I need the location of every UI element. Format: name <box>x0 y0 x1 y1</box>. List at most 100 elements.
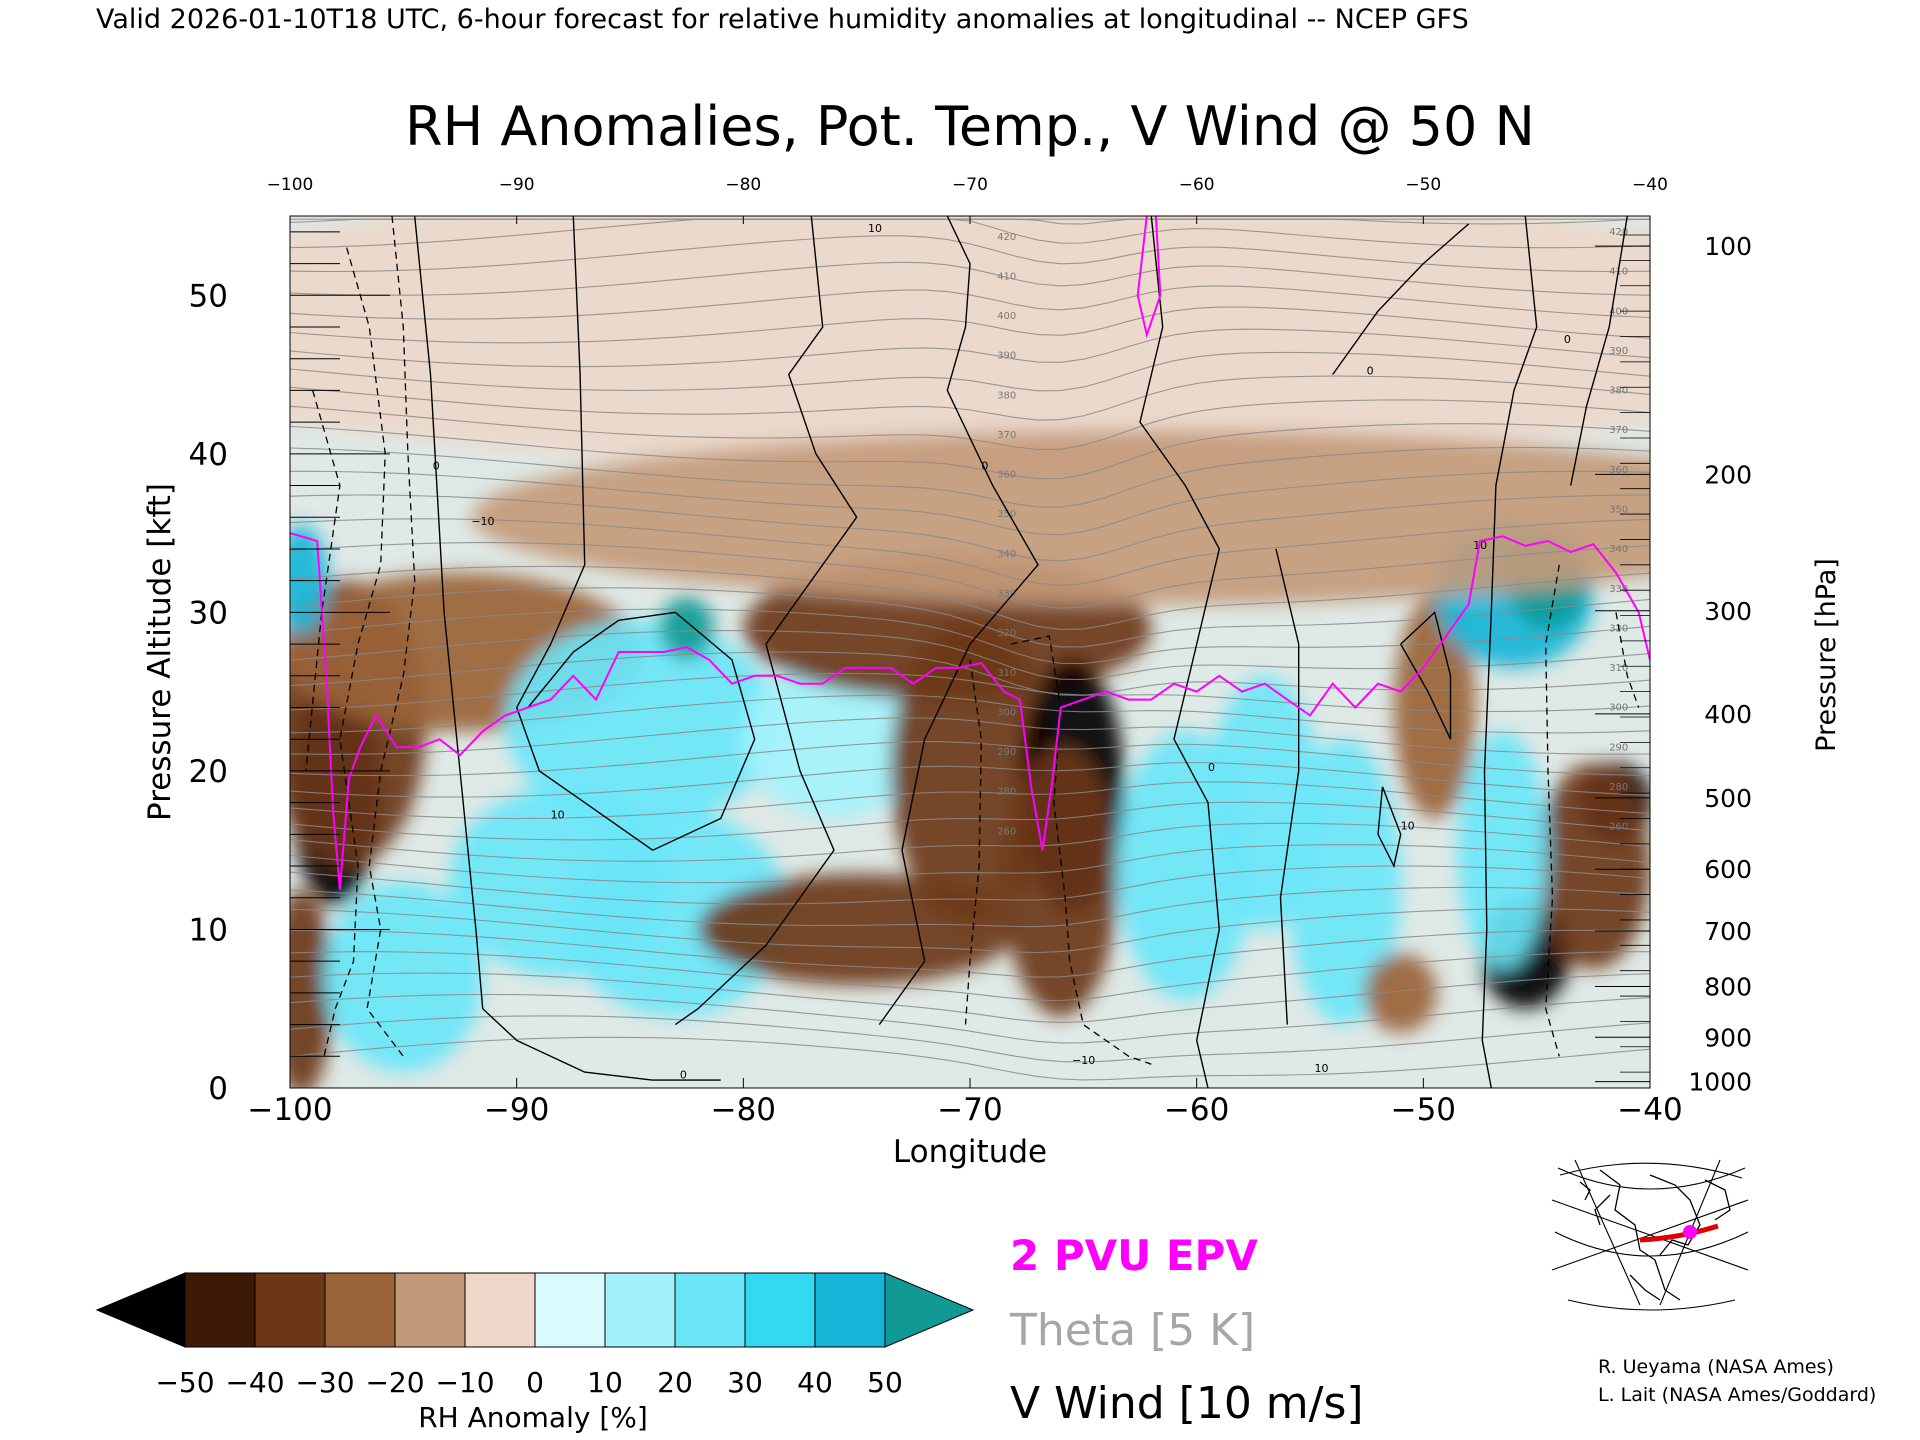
theta-label: 420 <box>1609 227 1628 238</box>
wind-label: 0 <box>1564 333 1571 346</box>
y-tick-label: 50 <box>189 278 228 314</box>
theta-contour <box>290 518 1650 586</box>
theta-contour <box>290 542 1650 609</box>
v-wind-contour-negative <box>964 659 982 1025</box>
y-axis-label: Pressure Altitude [kft] <box>142 483 178 821</box>
rh-anomaly-cell <box>743 659 925 819</box>
theta-label: 380 <box>1609 386 1628 397</box>
pressure-tick-label: 1000 <box>1688 1068 1752 1097</box>
rh-anomaly-cell <box>1287 739 1401 1025</box>
y-tick-label: 20 <box>189 754 228 790</box>
theta-contour <box>290 865 1650 905</box>
wind-label: 0 <box>433 460 440 473</box>
pressure-tick-label: 200 <box>1704 460 1752 489</box>
pressure-tick-label: 400 <box>1704 700 1752 729</box>
colorbar-tick-label: −30 <box>295 1366 354 1399</box>
colorbar-tick-label: 40 <box>797 1366 833 1399</box>
legend-theta: Theta [5 K] <box>1009 1305 1255 1356</box>
colorbar-tick-label: −40 <box>225 1366 284 1399</box>
v-wind-contour <box>1332 223 1470 375</box>
theta-label: 290 <box>1609 742 1628 753</box>
theta-label: 410 <box>997 271 1016 282</box>
theta-label: 280 <box>1609 782 1628 793</box>
theta-contour <box>290 951 1650 1002</box>
theta-contour <box>290 375 1650 421</box>
theta-label: 420 <box>997 232 1016 243</box>
rh-anomaly-field <box>290 216 1650 1088</box>
theta-contour <box>290 608 1650 665</box>
colorbar-bin <box>184 1272 256 1348</box>
colorbar-tick-label: 50 <box>867 1366 903 1399</box>
wind-label: −10 <box>471 515 494 528</box>
theta-label: 310 <box>1609 663 1628 674</box>
legend-epv: 2 PVU EPV <box>1010 1231 1258 1280</box>
credit-ueyama: R. Ueyama (NASA Ames) <box>1598 1356 1834 1378</box>
x-tick-label: −40 <box>1617 1092 1682 1128</box>
rh-anomaly-cell <box>324 881 483 1073</box>
theta-label: 310 <box>997 668 1016 679</box>
x-axis-label: Longitude <box>893 1134 1047 1170</box>
theta-label: 340 <box>997 549 1016 560</box>
pressure-tick-label: 700 <box>1704 917 1752 946</box>
top-tick-label: −50 <box>1405 175 1441 195</box>
theta-label: 330 <box>997 589 1016 600</box>
x-tick-label: −70 <box>937 1092 1002 1128</box>
v-wind-contour-negative <box>1545 564 1560 1057</box>
x-tick-label: −60 <box>1164 1092 1229 1128</box>
v-wind-contour <box>1481 216 1538 1088</box>
epv-line <box>290 532 1650 890</box>
theta-contour <box>290 470 1650 536</box>
wind-label: 10 <box>1401 820 1415 833</box>
theta-contour <box>290 306 1650 344</box>
theta-contour <box>290 908 1650 954</box>
credit-lait: L. Lait (NASA Ames/Goddard) <box>1598 1384 1876 1406</box>
top-tick-label: −80 <box>725 175 761 195</box>
theta-contour <box>290 328 1650 368</box>
locator-map <box>1551 1159 1750 1311</box>
v-wind-contour <box>515 216 756 852</box>
theta-contour <box>290 929 1650 978</box>
v-wind-contour <box>414 216 721 1081</box>
v-wind-contour-negative <box>1615 612 1640 708</box>
theta-label: 340 <box>1609 544 1628 555</box>
colorbar-bin <box>464 1272 536 1348</box>
pressure-tick-label: 500 <box>1704 784 1752 813</box>
colorbar-tick-label: 30 <box>727 1366 763 1399</box>
theta-label: 260 <box>997 826 1016 837</box>
v-wind-contour <box>674 216 858 1026</box>
locator-point <box>1683 1225 1697 1239</box>
colorbar-bin <box>534 1272 606 1348</box>
axes: −100−100−90−90−80−80−70−70−60−60−50−50−4… <box>189 175 1752 1128</box>
colorbar-bin <box>324 1272 396 1348</box>
wind-label: 0 <box>680 1068 687 1081</box>
pressure-tick-label: 300 <box>1704 597 1752 626</box>
epv-2pvu-line <box>290 216 1650 890</box>
rh-anomaly-cell <box>290 216 1650 470</box>
theta-label: 320 <box>997 628 1016 639</box>
colorbar-tick-label: −50 <box>155 1366 214 1399</box>
rh-anomaly-cell <box>505 620 778 827</box>
wind-label: −10 <box>1072 1054 1095 1067</box>
colorbar-high-arrow <box>884 1272 975 1348</box>
theta-contour <box>290 717 1650 755</box>
wind-label: 0 <box>1208 761 1215 774</box>
v-wind-contour <box>878 216 1039 1026</box>
theta-contour <box>290 351 1650 392</box>
y2-axis-label: Pressure [hPa] <box>1811 558 1842 752</box>
theta-contour <box>290 651 1650 696</box>
theta-label: 350 <box>997 509 1016 520</box>
epv-line <box>1136 216 1162 339</box>
rh-anomaly-cell <box>1536 763 1650 970</box>
theta-contour <box>290 285 1650 320</box>
colorbar-bin <box>674 1272 746 1348</box>
wind-label: 10 <box>551 808 565 821</box>
rh-anomaly-cell <box>562 810 789 1017</box>
colorbar: −50 −40 −30 −20 −10 0 10 20 30 40 50 RH Anomaly [%… <box>95 1272 975 1434</box>
theta-contour <box>290 972 1650 1024</box>
x-tick-label: −50 <box>1391 1092 1456 1128</box>
theta-contour <box>290 565 1650 631</box>
theta-contour <box>290 672 1650 713</box>
theta-label: 400 <box>997 311 1016 322</box>
